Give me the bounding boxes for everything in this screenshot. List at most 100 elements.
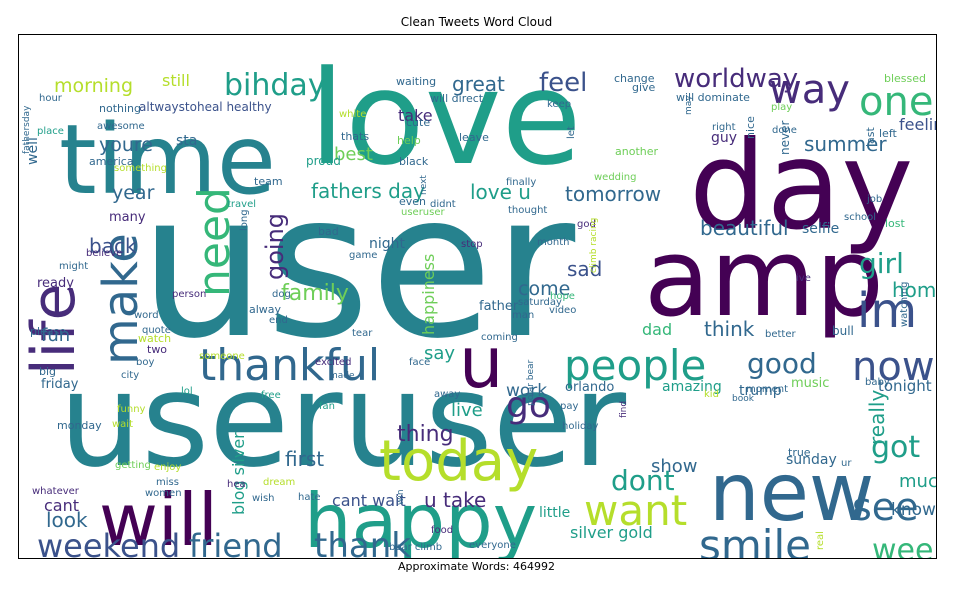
- cloud-word-everyone: everyone: [469, 540, 516, 551]
- cloud-word-tonight: tonight: [878, 377, 932, 395]
- cloud-word-friday: friday: [41, 377, 79, 392]
- cloud-word-bull: bull: [832, 324, 854, 338]
- cloud-word-smile: smile: [699, 521, 811, 558]
- cloud-word-pay: pay: [560, 401, 578, 412]
- cloud-word-altwaystoheal-healthy: altwaystoheal healthy: [139, 100, 272, 114]
- cloud-word-guy: guy: [711, 130, 737, 146]
- cloud-word-boy: boy: [136, 357, 154, 368]
- cloud-word-miss: miss: [156, 477, 179, 488]
- cloud-word-fathers-day: fathers day: [311, 179, 425, 203]
- cloud-word-play: play: [771, 102, 792, 113]
- cloud-word-people: people: [564, 341, 706, 390]
- cloud-word-wish: wish: [252, 493, 275, 504]
- cloud-word-love-u: love u: [470, 180, 531, 204]
- cloud-word-cute: cute: [406, 116, 430, 129]
- cloud-word-keep: keep: [547, 99, 571, 110]
- cloud-word-wait: wait: [112, 419, 133, 430]
- cloud-word-month: month: [537, 237, 569, 248]
- cloud-word-thought: thought: [508, 205, 547, 216]
- cloud-word-new: new: [709, 446, 874, 539]
- cloud-word-alway: alway: [249, 303, 282, 316]
- cloud-word-excited: excited: [315, 357, 351, 368]
- cloud-word-let: let: [566, 126, 577, 139]
- cloud-word-will-direct: will direct: [430, 92, 484, 105]
- cloud-word-sunday: sunday: [786, 452, 837, 468]
- cloud-word-someone: someone: [199, 351, 245, 362]
- cloud-word-place: place: [37, 126, 64, 137]
- cloud-word-now: now: [852, 344, 935, 390]
- cloud-word-white: white: [339, 109, 366, 120]
- cloud-word-trump: trump: [739, 383, 782, 399]
- chart-title: Clean Tweets Word Cloud: [400, 15, 553, 29]
- cloud-word-feel: feel: [539, 68, 587, 98]
- cloud-word-time: time: [59, 104, 276, 216]
- cloud-word-first: first: [285, 447, 324, 471]
- cloud-word-two: two: [147, 343, 167, 356]
- cloud-word-way: way: [769, 67, 850, 113]
- cloud-word-best: best: [334, 144, 373, 165]
- cloud-word-watch: watch: [138, 332, 171, 345]
- cloud-word-will-dominate: will dominate: [676, 91, 750, 104]
- cloud-word-right: right: [712, 122, 736, 133]
- cloud-word-well: well: [25, 137, 41, 165]
- cloud-word-travel: travel: [227, 199, 256, 210]
- cloud-word-family: family: [281, 281, 349, 306]
- cloud-word-cant: cant: [44, 496, 79, 515]
- cloud-word-summer: summer: [804, 132, 887, 156]
- cloud-word-amazing: amazing: [662, 379, 722, 395]
- cloud-word-baby: baby: [865, 377, 890, 388]
- cloud-word-still: still: [162, 71, 190, 90]
- cloud-word-silver-gold: silver gold: [570, 523, 653, 542]
- cloud-word-take: take: [398, 106, 433, 125]
- cloud-word-little: little: [539, 505, 570, 521]
- cloud-word-believe: believe: [86, 248, 122, 259]
- cloud-word-face: face: [409, 357, 430, 368]
- approximate-words-caption: Approximate Words: 464992: [398, 560, 555, 573]
- cloud-word-come: come: [518, 278, 570, 300]
- cloud-word-feeling: feeling: [899, 115, 936, 134]
- cloud-word-big: big: [39, 365, 56, 378]
- cloud-word-school: school: [844, 212, 876, 223]
- cloud-word-whatever: whatever: [32, 486, 80, 497]
- cloud-word-coming: coming: [481, 332, 518, 343]
- cloud-word-getting: getting: [115, 460, 151, 471]
- cloud-word-show: show: [651, 456, 698, 477]
- cloud-word-orlando: orlando: [565, 380, 614, 395]
- cloud-word-true: true: [788, 446, 811, 459]
- cloud-word-kid: kid: [704, 389, 719, 400]
- cloud-word-really: really: [865, 390, 889, 445]
- cloud-word-happiness: happiness: [419, 254, 438, 335]
- cloud-word-happy: happy: [304, 477, 537, 558]
- cloud-word-awesome: awesome: [97, 121, 145, 132]
- cloud-word-black: black: [399, 155, 429, 168]
- cloud-word-going: going: [261, 213, 289, 280]
- cloud-word-back: back: [89, 234, 137, 258]
- cloud-word-useruser: useruser: [401, 207, 446, 218]
- cloud-word-holiday: holiday: [562, 421, 598, 432]
- cloud-word-thank: thank: [314, 526, 411, 558]
- cloud-word-tear: tear: [352, 328, 373, 339]
- cloud-word-ready: ready: [37, 276, 74, 291]
- cloud-word-real: real: [815, 531, 826, 550]
- cloud-word-please: please: [30, 325, 66, 338]
- cloud-word-watching: watching: [899, 281, 910, 327]
- cloud-word-man: man: [512, 310, 534, 321]
- cloud-word-ive: ive: [796, 273, 811, 284]
- cloud-word-good: good: [747, 347, 817, 380]
- cloud-word-saturday: saturday: [518, 297, 562, 308]
- cloud-word-quote: quote: [142, 325, 171, 336]
- cloud-word-got: got: [871, 430, 920, 465]
- cloud-word-weekend: weekend: [37, 527, 180, 558]
- cloud-word-stop: stop: [461, 239, 483, 250]
- cloud-word-monday: monday: [57, 419, 102, 432]
- cloud-word-sad: sad: [567, 257, 602, 281]
- cloud-word-nothing: nothing: [99, 102, 141, 115]
- cloud-word-leave: leave: [459, 131, 489, 144]
- cloud-word-city: city: [121, 370, 139, 381]
- cloud-word-look: look: [46, 508, 88, 532]
- cloud-word-great: great: [452, 72, 505, 96]
- cloud-word-never: never: [778, 121, 792, 155]
- cloud-word-useruser: useruser: [59, 344, 627, 496]
- cloud-word-food: food: [431, 525, 453, 536]
